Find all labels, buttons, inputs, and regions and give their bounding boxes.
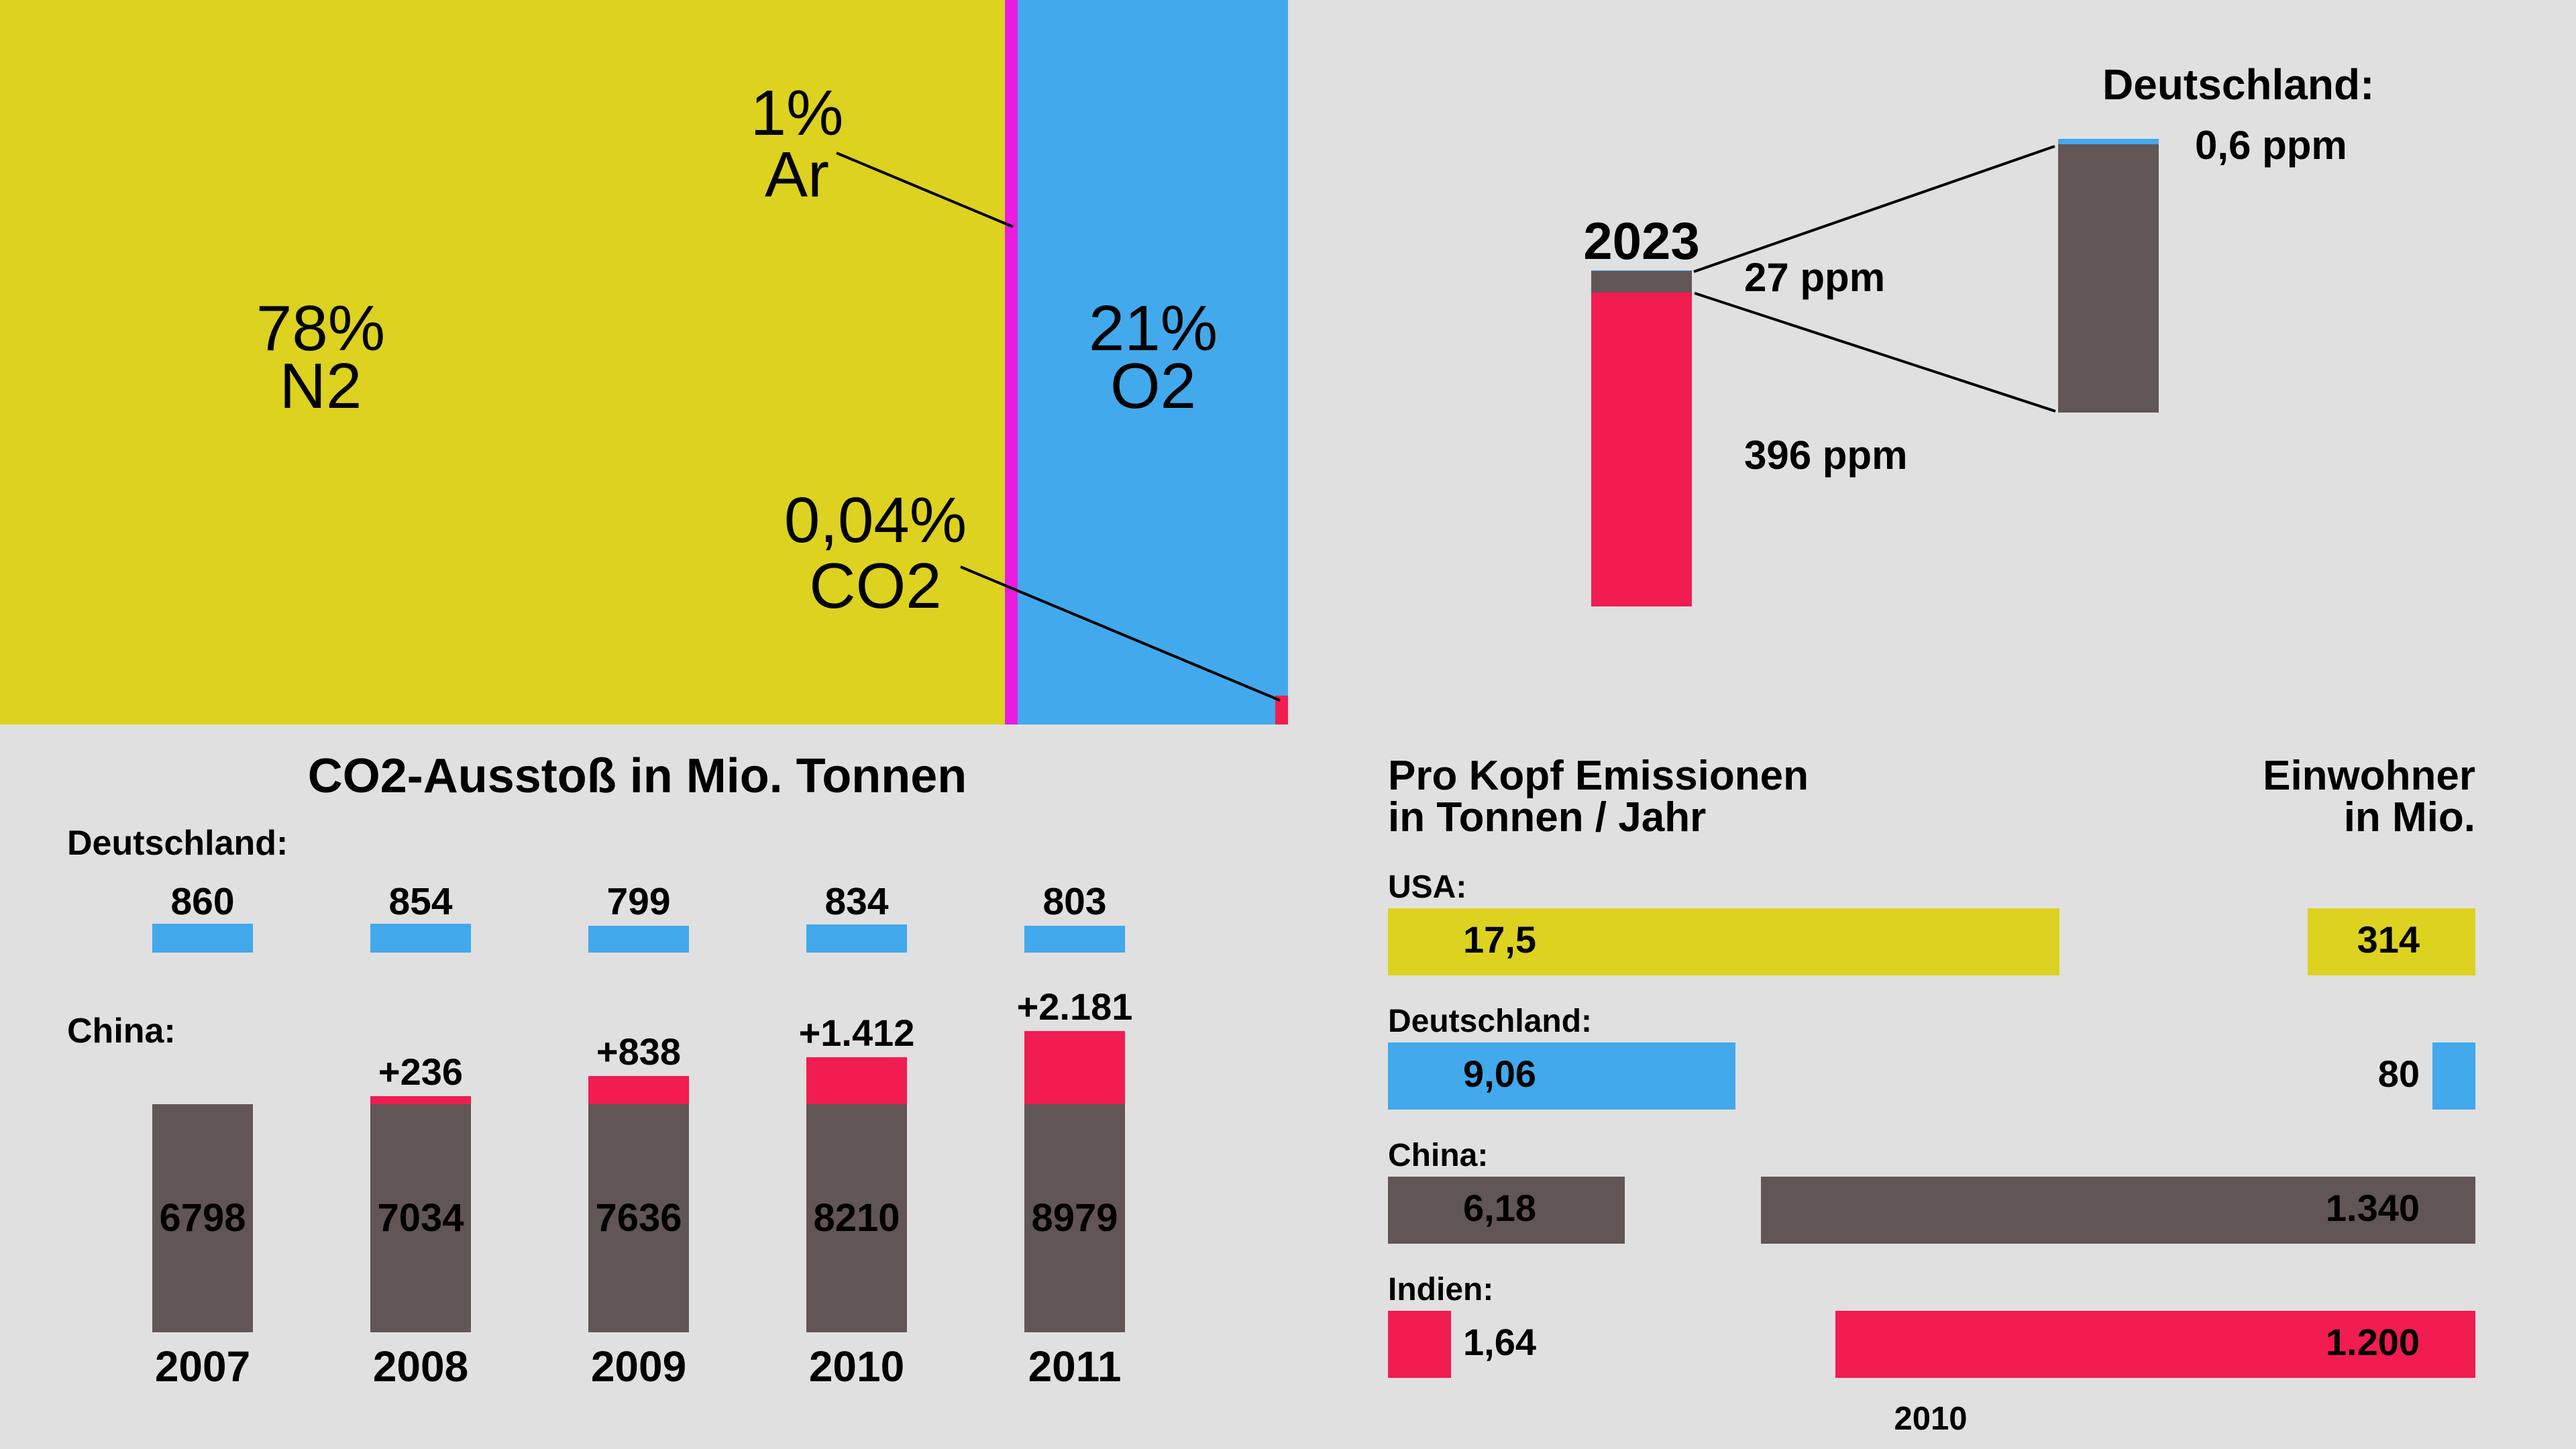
china-total-label: 7034 [377,1196,464,1240]
per-capita-bar [1388,1177,1625,1244]
china-increase-bar [1024,1031,1125,1105]
china-increase-label: +236 [378,1051,464,1093]
country-label: China: [1388,1138,1489,1173]
emissions-title: CO2-Ausstoß in Mio. Tonnen [307,749,967,803]
germany-value-label: 860 [170,880,235,923]
china-base-bar [806,1104,907,1332]
n2-name-label: N2 [279,350,362,422]
human-ppm-label: 27 ppm [1744,255,1886,300]
country-label: Indien: [1388,1272,1494,1307]
china-increase-bar [806,1057,907,1105]
china-row-label: China: [67,1012,176,1051]
ppm-bar-germany-segment [1591,270,1692,271]
population-bar [2432,1042,2475,1110]
germany-value-label: 803 [1042,880,1107,923]
per-capita-bar [1388,908,2059,975]
per-capita-bar [1388,1311,1451,1378]
population-bar [1835,1311,2475,1378]
co2-segment [1275,696,1288,724]
n2-percent-label: 78% [256,292,386,364]
china-base-bar [1024,1104,1125,1332]
germany-value-label: 834 [824,880,889,923]
n2-segment [0,0,1005,724]
germany-ppm-label: 0,6 ppm [2195,123,2347,168]
china-increase-label: +838 [596,1030,682,1073]
ppm-bar-natural-segment [1591,292,1692,606]
country-label: USA: [1388,869,1467,905]
per-capita-value: 6,18 [1463,1187,1536,1229]
year-axis-label: 2010 [808,1342,905,1391]
year-axis-label: 2011 [1028,1342,1122,1391]
china-total-label: 8979 [1031,1196,1118,1240]
per-capita-bar [1388,1042,1736,1110]
population-value: 1.200 [2325,1321,2420,1363]
co2-name-label: CO2 [809,550,942,622]
china-base-bar [588,1104,689,1332]
germany-value-label: 854 [388,880,453,923]
per-capita-value: 17,5 [1463,918,1536,961]
china-total-label: 6798 [159,1196,246,1240]
zoom-bar-human-segment [2058,144,2159,413]
china-base-bar [370,1104,471,1332]
per-capita-value: 1,64 [1463,1321,1536,1363]
china-increase-label: +1.412 [798,1011,915,1054]
germany-bar [152,924,253,953]
zoom-lower-line [1694,292,2056,413]
population-bar [1760,1177,2475,1244]
per-capita-value: 9,06 [1463,1053,1536,1095]
population-value: 1.340 [2325,1187,2420,1229]
china-total-label: 8210 [813,1196,900,1240]
population-bar [2308,908,2475,975]
ar-name-label: Ar [765,139,829,211]
germany-title: Deutschland: [2102,60,2375,109]
ppm-bar-human-segment [1591,271,1692,292]
year-axis-label: 2008 [372,1342,469,1391]
china-base-bar [152,1104,253,1332]
year-axis-label: 2007 [154,1342,251,1391]
year-footer: 2010 [1894,1401,1968,1437]
country-label: Deutschland: [1388,1004,1593,1039]
year-axis-label: 2009 [590,1342,687,1391]
population-header-line2: in Mio. [2343,794,2475,841]
china-total-label: 7636 [595,1196,682,1240]
o2-name-label: O2 [1110,350,1197,422]
co2-percent-label: 0,04% [784,484,967,556]
germany-bar [588,926,689,953]
zoom-bar-germany-segment [2058,139,2159,145]
ar-percent-label: 1% [750,77,844,149]
zoom-upper-line [1693,145,2055,273]
year-label: 2023 [1583,211,1700,270]
per-capita-header-line2: in Tonnen / Jahr [1388,794,1707,841]
germany-bar [806,924,907,953]
population-value: 80 [2377,1053,2420,1095]
natural-ppm-label: 396 ppm [1744,433,1908,478]
germany-bar [1024,925,1125,953]
population-value: 314 [2357,918,2420,961]
china-increase-bar [370,1096,471,1105]
china-increase-label: +2.181 [1016,985,1133,1028]
population-header-line1: Einwohner [2263,753,2475,799]
germany-row-label: Deutschland: [67,824,288,863]
o2-percent-label: 21% [1088,292,1218,364]
germany-bar [370,924,471,953]
per-capita-header-line1: Pro Kopf Emissionen [1388,753,1809,799]
germany-value-label: 799 [606,880,671,923]
china-increase-bar [588,1076,689,1105]
